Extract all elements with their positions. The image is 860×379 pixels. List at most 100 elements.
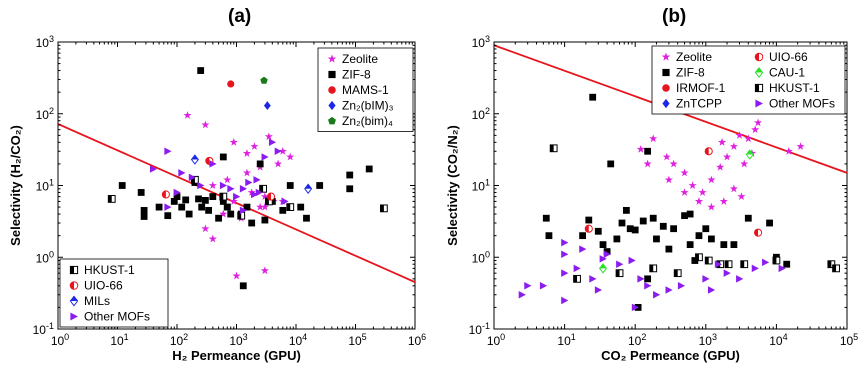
legend-marker bbox=[662, 68, 670, 77]
data-point-zeolite bbox=[716, 162, 725, 171]
data-point-other-mofs bbox=[561, 238, 569, 247]
data-point-zif-8 bbox=[644, 147, 652, 155]
data-point-zif-8 bbox=[365, 165, 373, 173]
data-point-zif-8 bbox=[618, 219, 626, 227]
data-point-zif-8 bbox=[205, 206, 213, 214]
data-point-zif-8 bbox=[665, 245, 673, 253]
legend-marker bbox=[755, 99, 763, 108]
data-point-zeolite bbox=[680, 168, 689, 177]
data-point-zeolite bbox=[208, 181, 217, 189]
data-point-zif-8 bbox=[297, 203, 305, 211]
data-point-zeolite bbox=[729, 184, 738, 193]
data-point-zeolite bbox=[737, 192, 746, 201]
data-point-zif-8 bbox=[219, 198, 227, 205]
legend-label: HKUST-1 bbox=[84, 263, 135, 277]
data-point-other-mofs bbox=[561, 296, 569, 305]
data-point-zn2-bim-4 bbox=[260, 76, 268, 84]
data-point-zif-8 bbox=[182, 196, 190, 204]
data-point-zeolite bbox=[223, 175, 232, 184]
legend-label: HKUST-1 bbox=[769, 81, 820, 95]
legend-marker bbox=[662, 84, 670, 92]
legend-marker bbox=[327, 54, 337, 63]
data-point-other-mofs bbox=[579, 245, 587, 253]
data-point-uio-66 bbox=[266, 192, 276, 201]
data-point-zeolite bbox=[688, 181, 697, 189]
data-point-zif-8 bbox=[542, 214, 550, 222]
data-point-zif-8 bbox=[649, 214, 657, 222]
data-point-other-mofs bbox=[561, 269, 569, 277]
data-point-zif-8 bbox=[164, 212, 172, 220]
data-point-other-mofs bbox=[539, 282, 548, 290]
data-point-zif-8 bbox=[702, 225, 710, 233]
legend-marker bbox=[754, 66, 764, 79]
data-point-zif-8 bbox=[766, 219, 773, 227]
data-point-hkust-1 bbox=[704, 256, 713, 265]
tick-label: 102 bbox=[170, 332, 188, 348]
data-point-zif-8 bbox=[215, 214, 222, 222]
legend-label: ZIF-8 bbox=[676, 66, 705, 80]
data-point-zeolite bbox=[698, 188, 707, 196]
data-point-zeolite bbox=[260, 266, 269, 275]
data-point-other-mofs bbox=[589, 275, 597, 283]
data-point-zeolite bbox=[707, 175, 716, 184]
data-point-other-mofs bbox=[594, 286, 603, 294]
data-point-other-mofs bbox=[751, 264, 759, 273]
data-point-zif-8 bbox=[644, 275, 652, 283]
data-point-other-mofs bbox=[778, 264, 786, 273]
data-point-zif-8 bbox=[626, 225, 634, 233]
data-point-hkust-1 bbox=[107, 195, 116, 203]
data-point-zif-8 bbox=[686, 241, 694, 249]
data-point-zif-8 bbox=[594, 227, 602, 235]
legend-label: UIO-66 bbox=[84, 279, 123, 293]
data-point-zn2-bim-3 bbox=[263, 101, 271, 110]
data-point-other-mofs bbox=[209, 160, 217, 168]
data-point-zeolite bbox=[274, 159, 283, 168]
data-point-other-mofs bbox=[723, 269, 731, 277]
tick-label: 103 bbox=[472, 34, 490, 50]
data-point-other-mofs bbox=[603, 250, 611, 259]
data-point-zif-8 bbox=[201, 196, 209, 204]
tick-label: 102 bbox=[36, 106, 54, 122]
tick-label: 102 bbox=[628, 332, 646, 348]
data-point-other-mofs bbox=[616, 260, 624, 268]
data-point-hkust-1 bbox=[573, 274, 581, 283]
data-point-zif-8 bbox=[346, 171, 354, 179]
data-point-other-mofs bbox=[762, 258, 770, 267]
data-point-zeolite bbox=[729, 142, 738, 150]
data-point-other-mofs bbox=[524, 282, 532, 290]
data-point-zeolite bbox=[183, 111, 192, 119]
data-point-hkust-1 bbox=[379, 204, 388, 213]
tick-label: 100 bbox=[51, 332, 69, 348]
data-point-other-mofs bbox=[233, 192, 241, 201]
data-point-zif-8 bbox=[744, 214, 752, 222]
data-point-zeolite bbox=[242, 149, 252, 157]
data-point-hkust-1 bbox=[827, 260, 836, 269]
data-point-hkust-1 bbox=[673, 269, 682, 278]
tick-label: 104 bbox=[769, 332, 787, 348]
legend-marker bbox=[328, 86, 336, 94]
data-point-hkust-1 bbox=[615, 269, 624, 278]
data-point-other-mofs bbox=[261, 153, 269, 161]
panel-a: (a) 100 101 102 103 104 105 10610-110010110210… bbox=[8, 6, 426, 363]
data-point-other-mofs bbox=[518, 291, 526, 299]
data-point-zif-8 bbox=[197, 67, 205, 74]
data-point-other-mofs bbox=[173, 188, 181, 197]
data-point-zif-8 bbox=[579, 232, 587, 240]
data-point-zif-8 bbox=[173, 193, 181, 201]
y-axis-title: Selectivity (CO₂/N₂) bbox=[445, 125, 460, 246]
legend-label: Zn₂(bIM)₃ bbox=[342, 99, 394, 113]
data-point-zif-8 bbox=[243, 203, 251, 211]
data-point-hkust-1 bbox=[772, 256, 781, 265]
data-point-zeolite bbox=[636, 145, 645, 153]
data-point-zif-8 bbox=[783, 260, 791, 268]
data-point-zif-8 bbox=[622, 206, 630, 214]
data-point-zeolite bbox=[256, 202, 265, 211]
tick-label: 101 bbox=[36, 178, 54, 194]
data-point-hkust-1 bbox=[191, 175, 199, 184]
legend-label: Other MOFs bbox=[84, 310, 150, 324]
tick-label: 101 bbox=[557, 332, 575, 348]
data-point-zif-8 bbox=[599, 241, 607, 249]
legend-marker bbox=[662, 98, 670, 109]
upper-bound-line bbox=[58, 123, 415, 283]
data-point-other-mofs bbox=[251, 190, 259, 199]
